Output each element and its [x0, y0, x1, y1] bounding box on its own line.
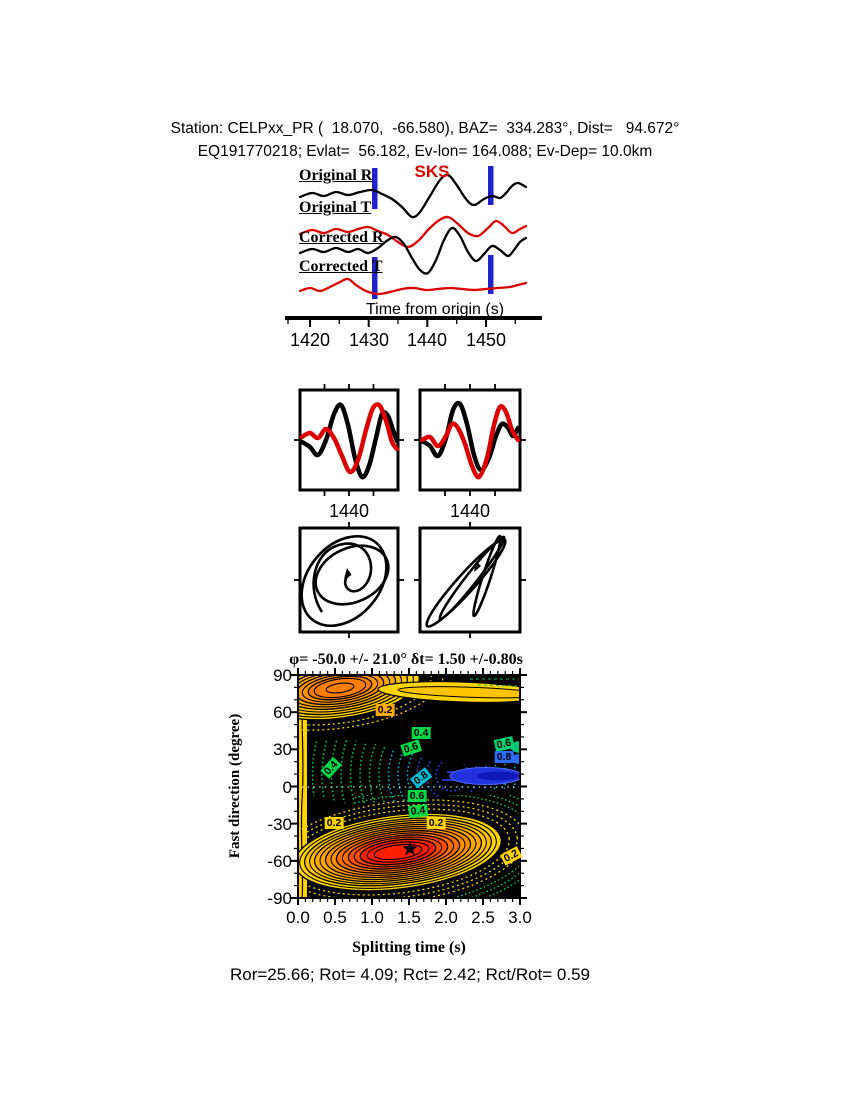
trace-label-corrected-t: Corrected T	[299, 258, 383, 275]
ytick-30: 30	[273, 740, 292, 759]
trace-label-corrected-r: Corrected R	[299, 229, 384, 246]
trace-original-t	[298, 215, 528, 249]
contour-level-label: 0.2	[324, 817, 344, 829]
xtick-05: 0.5	[323, 908, 347, 927]
compare-left-fast	[299, 402, 400, 480]
ytick-m60: -60	[267, 852, 292, 871]
trace-original-r	[298, 173, 528, 219]
compare-right-tick: 1440	[449, 501, 491, 521]
pm-arrow	[344, 568, 351, 579]
trace-label-original-t: Original T	[299, 199, 372, 216]
station-header: Station: CELPxx_PR ( 18.070, -66.580), B…	[170, 120, 680, 137]
pm-arrow	[474, 561, 481, 572]
phase-label-sks: SKS	[414, 162, 450, 181]
xtick-30: 3.0	[508, 908, 532, 927]
time-tick-1440: 1440	[406, 330, 448, 350]
contour-top-band	[377, 680, 520, 704]
trace-corrected-r	[298, 226, 528, 275]
time-tick-1420: 1420	[289, 330, 331, 350]
time-tick-1450: 1450	[465, 330, 507, 350]
quality-stats: Ror=25.66; Rot= 4.09; Rct= 2.42; Rct/Rot…	[229, 965, 591, 984]
compare-right-fast	[419, 400, 521, 473]
particle-motion-corrected	[425, 534, 507, 628]
particle-motion-original	[300, 534, 390, 628]
time-axis-line	[285, 316, 542, 320]
contour-level-label: 0.4	[411, 727, 431, 739]
ytick-m30: -30	[267, 815, 292, 834]
xtick-00: 0.0	[286, 908, 310, 927]
ytick-m90: -90	[267, 889, 292, 908]
compare-left-tick: 1440	[328, 501, 370, 521]
contour-level-label: 0.4	[408, 804, 428, 818]
contour-title: φ= -50.0 +/- 21.0° δt= 1.50 +/-0.80s	[289, 651, 523, 668]
ytick-60: 60	[273, 703, 292, 722]
contour-level-label: 0.6	[407, 790, 427, 802]
contour-level-label: 0.8	[494, 751, 514, 763]
window-marker	[488, 255, 494, 294]
compare-right-slow	[419, 404, 521, 480]
contour-best-fit-region	[298, 799, 520, 898]
compare-left-slow	[299, 402, 400, 475]
contour-plot	[297, 674, 521, 899]
ytick-90: 90	[273, 666, 292, 685]
event-header: EQ191770218; Evlat= 56.182, Ev-lon= 164.…	[197, 143, 653, 160]
xtick-25: 2.5	[471, 908, 495, 927]
time-tick-1430: 1430	[348, 330, 390, 350]
window-marker	[372, 168, 378, 209]
window-marker	[372, 257, 378, 299]
best-solution-star-marker	[402, 841, 418, 856]
time-axis-label: Time from origin (s)	[365, 301, 505, 318]
window-marker	[488, 166, 494, 205]
contour-level-label: 0.2	[426, 817, 446, 829]
contour-top-max	[298, 675, 420, 721]
trace-label-original-r: Original R	[299, 167, 373, 184]
xtick-10: 1.0	[360, 908, 384, 927]
contour-level-label: 0.2	[375, 704, 395, 716]
ytick-0: 0	[282, 778, 292, 797]
xtick-15: 1.5	[397, 908, 421, 927]
contour-xlabel: Splitting time (s)	[352, 939, 466, 956]
trace-corrected-t	[298, 277, 528, 296]
xtick-20: 2.0	[434, 908, 458, 927]
